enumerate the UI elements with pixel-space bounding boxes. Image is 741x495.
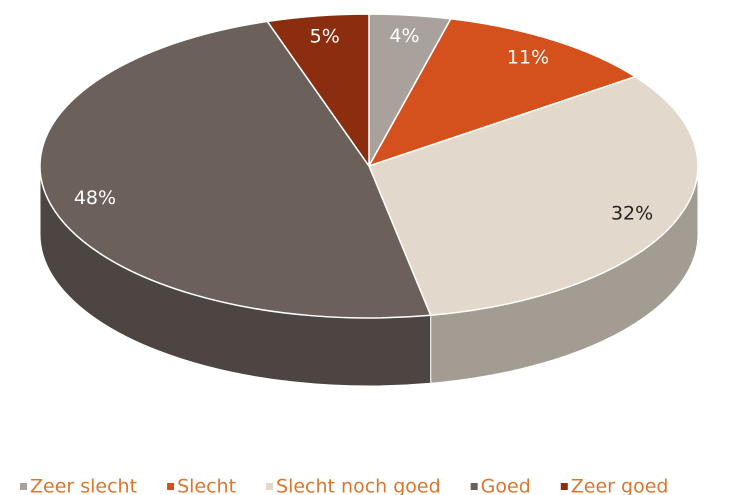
data-label: 5% [310, 25, 340, 47]
data-label: 4% [389, 25, 419, 47]
legend-swatch [470, 483, 478, 490]
slice [266, 13, 370, 169]
data-label: 32% [611, 203, 653, 225]
legend-label: Zeer slecht [30, 476, 137, 495]
slice [368, 75, 699, 317]
legend-swatch [20, 483, 27, 490]
legend-swatch [266, 483, 274, 490]
data-label: 48% [74, 187, 116, 209]
legend: Zeer slecht Slecht Slecht noch goed Goed Zee… [20, 476, 668, 495]
legend-label: Slecht [177, 476, 236, 495]
slice [39, 20, 432, 319]
legend-label: Slecht noch goed [276, 476, 441, 495]
data-label: 11% [507, 46, 549, 68]
legend-swatch [560, 483, 568, 490]
legend-label: Goed [481, 476, 531, 495]
legend-label: Zeer goed [571, 476, 669, 495]
slice [367, 17, 637, 168]
legend-swatch [167, 483, 175, 490]
